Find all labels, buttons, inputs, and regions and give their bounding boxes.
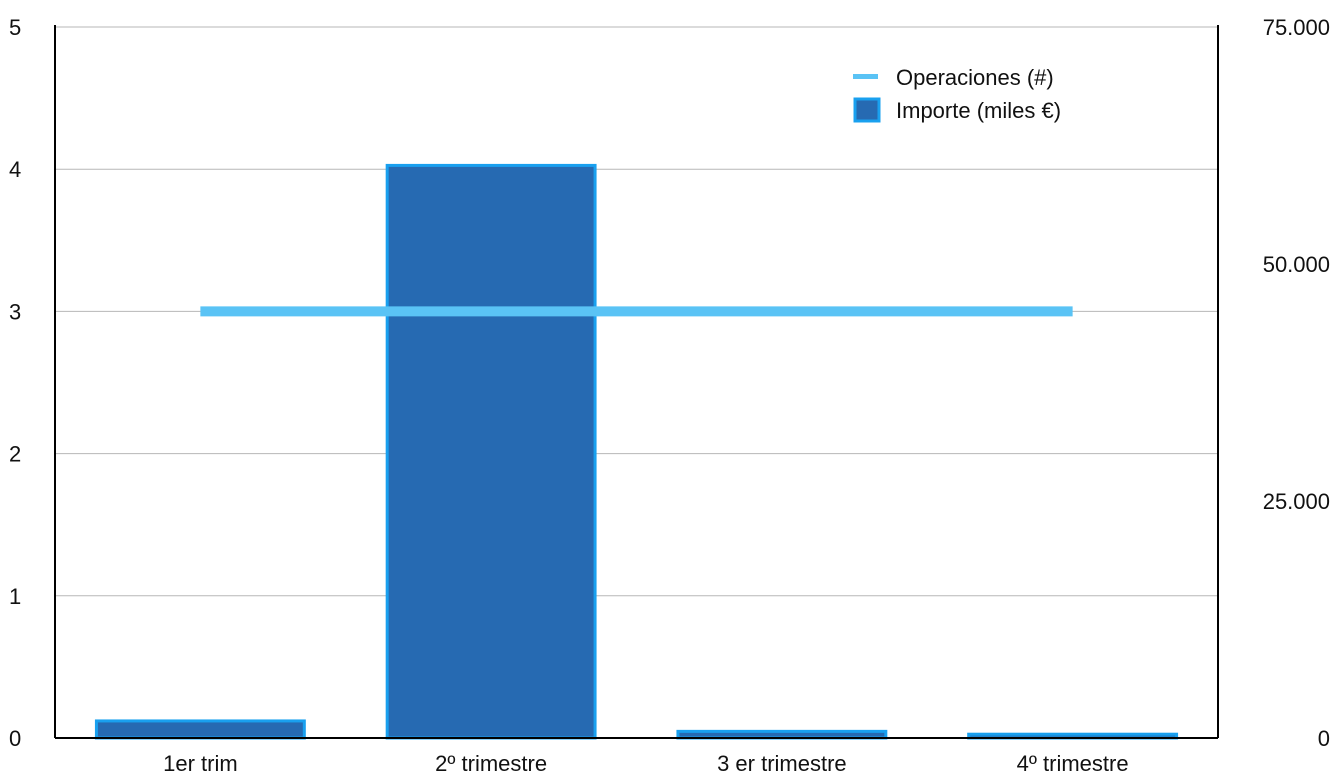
axes [54, 25, 1219, 739]
bar-1 [94, 719, 306, 740]
legend: Operaciones (#) Importe (miles €) [853, 65, 1061, 123]
y-left-tick-label: 2 [9, 442, 21, 467]
y-left-tick-label: 1 [9, 584, 21, 609]
y-right-tick-label: 75.000 [1263, 15, 1330, 40]
x-tick-label: 3 er trimestre [717, 751, 847, 776]
legend-label-bar: Importe (miles €) [896, 98, 1061, 123]
bar-2 [385, 163, 597, 740]
y-right-tick-label: 25.000 [1263, 489, 1330, 514]
legend-swatch-line [853, 74, 878, 79]
x-tick-label: 2º trimestre [435, 751, 547, 776]
y-left-tick-label: 5 [9, 15, 21, 40]
legend-swatch-bar [853, 97, 881, 123]
x-tick-label: 1er trim [163, 751, 238, 776]
x-tick-label: 4º trimestre [1017, 751, 1129, 776]
y-right-tick-label: 0 [1318, 726, 1330, 751]
y-left-tick-label: 3 [9, 299, 21, 324]
tick-labels: 0 1 2 3 4 5 0 25.000 50.000 75.000 1er trim 2º trim… [9, 15, 1330, 776]
y-left-tick-label: 0 [9, 726, 21, 751]
y-right-tick-label: 50.000 [1263, 252, 1330, 277]
y-left-tick-label: 4 [9, 157, 21, 182]
legend-label-line: Operaciones (#) [896, 65, 1054, 90]
bars [94, 163, 1179, 740]
